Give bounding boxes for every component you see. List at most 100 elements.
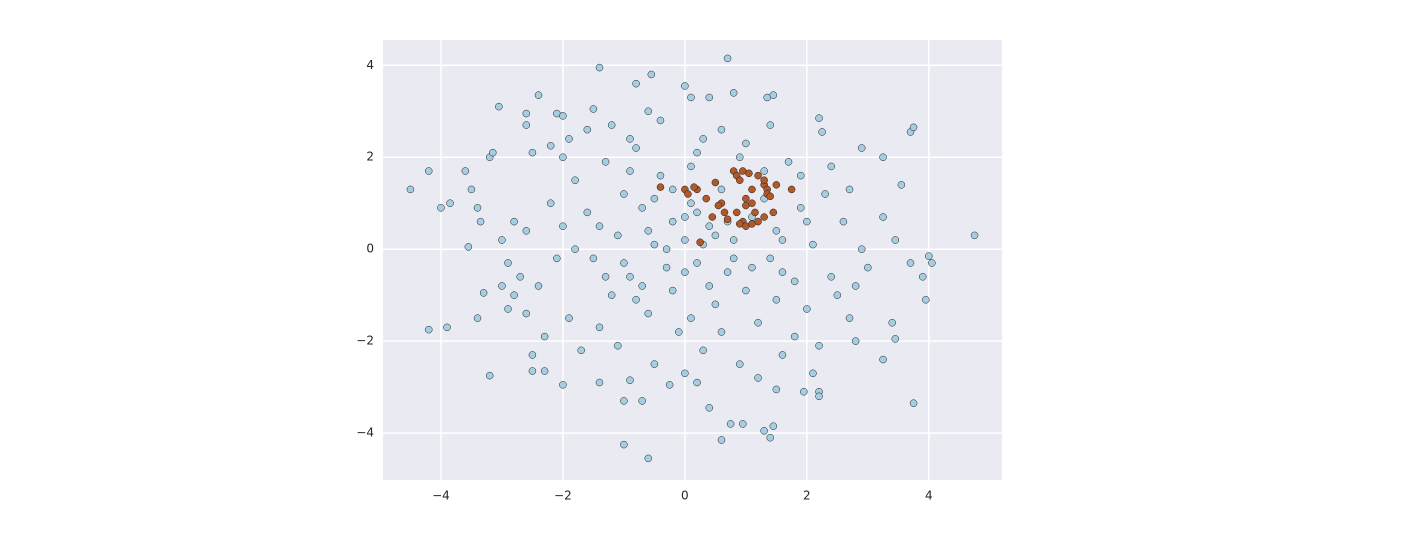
scatter-point — [620, 397, 628, 405]
scatter-point — [595, 378, 604, 387]
scatter-point — [675, 328, 683, 336]
scatter-point — [495, 102, 503, 111]
scatter-point — [571, 245, 579, 253]
scatter-point — [729, 254, 738, 263]
scatter-point — [522, 121, 531, 129]
scatter-point — [705, 404, 714, 412]
scatter-point — [528, 367, 537, 375]
scatter-point — [766, 121, 775, 129]
scatter-point — [821, 190, 829, 198]
scatter-point — [796, 171, 805, 180]
scatter-point — [745, 169, 753, 178]
scatter-point — [751, 208, 759, 217]
scatter-point — [443, 323, 451, 332]
scatter-point — [504, 305, 512, 313]
scatter-point — [742, 286, 750, 295]
scatter-point — [668, 217, 677, 226]
scatter-point — [748, 263, 756, 272]
scatter-point — [632, 296, 640, 304]
scatter-point — [833, 291, 842, 299]
scatter-point — [684, 190, 692, 198]
scatter-point — [693, 259, 701, 267]
scatter-point — [528, 148, 537, 157]
scatter-point — [714, 201, 723, 210]
scatter-point — [540, 367, 549, 375]
scatter-point — [665, 381, 674, 389]
y-tick-label: 2 — [366, 150, 374, 164]
scatter-point — [644, 454, 653, 463]
scatter-point — [485, 371, 494, 380]
scatter-point — [815, 341, 823, 350]
scatter-point — [681, 82, 689, 90]
scatter-point — [790, 332, 799, 341]
scatter-point — [851, 337, 860, 345]
scatter-point — [620, 440, 628, 449]
scatter-point — [864, 263, 872, 272]
scatter-point — [476, 217, 485, 226]
scatter-point — [787, 185, 796, 194]
scatter-point — [424, 167, 433, 175]
scatter-point — [803, 217, 811, 226]
scatter-point — [705, 222, 714, 230]
scatter-point — [815, 392, 823, 401]
scatter-point — [467, 185, 476, 194]
scatter-point — [650, 240, 659, 249]
scatter-point — [702, 194, 710, 203]
scatter-point — [638, 282, 646, 290]
scatter-point — [644, 309, 653, 318]
scatter-point — [769, 91, 778, 99]
scatter-point — [626, 135, 634, 143]
scatter-point — [796, 204, 805, 212]
scatter-point — [857, 245, 866, 253]
scatter-point — [766, 192, 775, 201]
scatter-point — [595, 323, 604, 332]
scatter-point — [803, 305, 811, 313]
scatter-point — [742, 139, 750, 148]
scatter-point — [583, 208, 592, 217]
scatter-point — [687, 199, 695, 207]
scatter-point — [818, 128, 826, 136]
scatter-point — [601, 273, 610, 281]
y-tick-label: −4 — [356, 426, 374, 440]
scatter-point — [772, 227, 781, 235]
x-tick-label: −2 — [554, 489, 572, 503]
scatter-point — [662, 245, 671, 253]
scatter-point — [845, 185, 854, 194]
scatter-point — [559, 381, 567, 389]
scatter-point — [528, 351, 537, 359]
scatter-point — [711, 231, 720, 240]
scatter-point — [632, 144, 640, 152]
scatter-point — [717, 328, 726, 336]
scatter-point — [723, 54, 732, 63]
scatter-point — [516, 273, 524, 281]
scatter-point — [522, 309, 531, 318]
scatter-point — [687, 93, 695, 102]
scatter-point — [644, 227, 653, 235]
scatter-point — [681, 268, 689, 276]
scatter-point — [650, 360, 659, 368]
scatter-point — [708, 213, 717, 221]
scatter-point — [614, 231, 622, 240]
scatter-point — [534, 91, 543, 99]
scatter-point — [437, 204, 445, 212]
scatter-point — [620, 259, 628, 267]
scatter-point — [565, 314, 573, 322]
scatter-point — [571, 176, 579, 184]
scatter-point — [583, 125, 592, 134]
scatter-point — [736, 153, 744, 161]
scatter-point — [736, 360, 744, 368]
scatter-point — [827, 162, 835, 171]
scatter-point — [577, 346, 585, 355]
scatter-point — [681, 236, 689, 244]
scatter-point — [711, 178, 720, 187]
scatter-point — [909, 123, 918, 132]
scatter-point — [626, 273, 634, 281]
scatter-point — [809, 369, 817, 378]
scatter-point — [760, 167, 768, 175]
scatter-point — [800, 387, 808, 396]
scatter-point — [888, 319, 896, 327]
scatter-point — [595, 222, 604, 230]
scatter-point — [705, 282, 714, 290]
x-tick-label: 2 — [803, 489, 811, 503]
